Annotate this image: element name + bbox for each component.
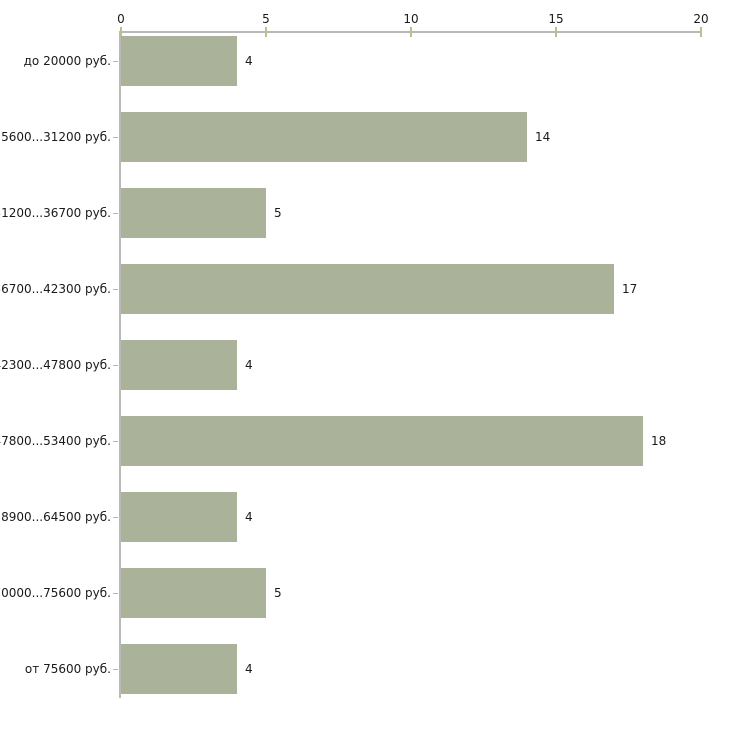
plot-area: 0 5 10 15 20 до 20000 руб. 4 25600...31200 руб… xyxy=(0,12,709,698)
bar-rows: до 20000 руб. 4 25600...31200 руб. 14 31200.… xyxy=(0,36,701,694)
bar-row: 31200...36700 руб. 5 xyxy=(0,188,701,238)
x-tick-label: 15 xyxy=(548,12,564,26)
x-tick-label: 10 xyxy=(403,12,419,26)
bar-value-label: 18 xyxy=(651,434,667,448)
category-tick-mark xyxy=(113,441,118,442)
bar-value-label: 4 xyxy=(245,54,253,68)
bar-value-label: 5 xyxy=(274,586,282,600)
category-tick-mark xyxy=(113,213,118,214)
bar xyxy=(121,188,266,238)
bar-row: 42300...47800 руб. 4 xyxy=(0,340,701,390)
category-label: до 20000 руб. xyxy=(23,54,111,68)
category-tick-mark xyxy=(113,137,118,138)
x-tick-mark xyxy=(555,27,557,37)
bar-value-label: 4 xyxy=(245,662,253,676)
category-label: 58900...64500 руб. xyxy=(0,510,111,524)
x-tick-label: 0 xyxy=(117,12,125,26)
y-axis-line xyxy=(119,31,121,698)
x-tick-mark xyxy=(700,27,702,37)
bar-row: 25600...31200 руб. 14 xyxy=(0,112,701,162)
x-tick-mark xyxy=(265,27,267,37)
bar xyxy=(121,36,237,86)
category-label: 36700...42300 руб. xyxy=(0,282,111,296)
bar xyxy=(121,416,643,466)
category-tick-mark xyxy=(113,289,118,290)
bar-value-label: 5 xyxy=(274,206,282,220)
bar xyxy=(121,492,237,542)
category-label: 25600...31200 руб. xyxy=(0,130,111,144)
bar-value-label: 4 xyxy=(245,510,253,524)
bar-row: до 20000 руб. 4 xyxy=(24,36,701,86)
category-label: 31200...36700 руб. xyxy=(0,206,111,220)
category-label: 47800...53400 руб. xyxy=(0,434,111,448)
bar xyxy=(121,112,527,162)
category-label: 70000...75600 руб. xyxy=(0,586,111,600)
category-tick-mark xyxy=(113,61,118,62)
bar xyxy=(121,644,237,694)
bar-row: 47800...53400 руб. 18 xyxy=(0,416,701,466)
bar-row: от 75600 руб. 4 xyxy=(25,644,701,694)
category-label: 42300...47800 руб. xyxy=(0,358,111,372)
x-tick-mark xyxy=(410,27,412,37)
bar xyxy=(121,568,266,618)
bar xyxy=(121,264,614,314)
bar-value-label: 14 xyxy=(535,130,551,144)
bar-value-label: 4 xyxy=(245,358,253,372)
x-tick-mark xyxy=(120,27,122,37)
x-tick-label: 20 xyxy=(693,12,709,26)
bar-row: 70000...75600 руб. 5 xyxy=(0,568,701,618)
category-tick-mark xyxy=(113,669,118,670)
bar-value-label: 17 xyxy=(622,282,638,296)
x-tick-label: 5 xyxy=(262,12,270,26)
category-label: от 75600 руб. xyxy=(24,662,111,676)
category-tick-mark xyxy=(113,517,118,518)
category-tick-mark xyxy=(113,593,118,594)
bar-row: 58900...64500 руб. 4 xyxy=(0,492,701,542)
bar-row: 36700...42300 руб. 17 xyxy=(0,264,701,314)
category-tick-mark xyxy=(113,365,118,366)
bar xyxy=(121,340,237,390)
